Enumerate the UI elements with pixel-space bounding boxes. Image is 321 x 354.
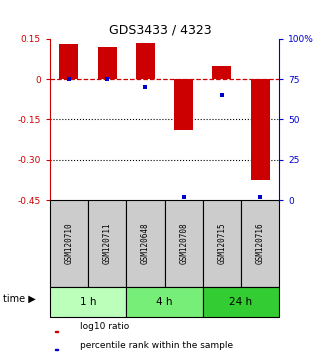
Bar	[55, 349, 58, 350]
Bar	[203, 287, 279, 317]
Text: GSM120715: GSM120715	[217, 223, 226, 264]
Text: GSM120716: GSM120716	[256, 223, 265, 264]
Bar	[251, 79, 270, 180]
Bar	[136, 43, 155, 79]
Text: GSM120711: GSM120711	[103, 223, 112, 264]
Bar	[55, 331, 58, 332]
Text: GSM120710: GSM120710	[65, 223, 74, 264]
Bar	[212, 66, 231, 79]
Bar	[50, 200, 88, 287]
Text: GSM120708: GSM120708	[179, 223, 188, 264]
Bar	[50, 287, 126, 317]
Text: time ▶: time ▶	[3, 294, 36, 304]
Bar	[241, 200, 279, 287]
Bar	[126, 287, 203, 317]
Bar	[126, 200, 164, 287]
Bar	[98, 47, 117, 79]
Bar	[164, 200, 203, 287]
Bar	[174, 79, 193, 130]
Text: percentile rank within the sample: percentile rank within the sample	[80, 341, 233, 350]
Bar	[203, 200, 241, 287]
Text: GDS3433 / 4323: GDS3433 / 4323	[109, 23, 212, 36]
Bar	[59, 44, 78, 79]
Bar	[88, 200, 126, 287]
Text: 24 h: 24 h	[230, 297, 253, 307]
Text: 4 h: 4 h	[156, 297, 173, 307]
Text: GSM120648: GSM120648	[141, 223, 150, 264]
Text: 1 h: 1 h	[80, 297, 96, 307]
Text: log10 ratio: log10 ratio	[80, 322, 129, 331]
